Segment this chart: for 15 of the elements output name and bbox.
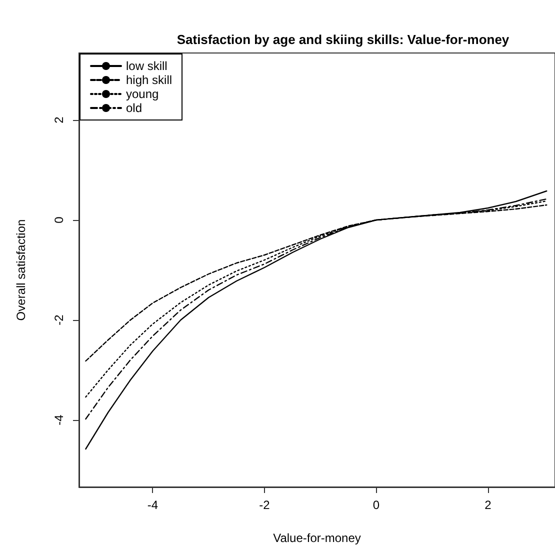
y-axis-title: Overall satisfaction (14, 219, 28, 321)
legend-label: low skill (126, 59, 168, 73)
legend-label: high skill (126, 73, 172, 87)
legend-label: young (126, 87, 159, 101)
x-tick-label: -2 (259, 498, 270, 512)
y-tick-label: 0 (52, 216, 66, 224)
x-tick-label: -4 (147, 498, 158, 512)
y-tick-label: -2 (52, 314, 66, 326)
legend-label: old (126, 101, 142, 115)
x-tick-label: 2 (484, 498, 492, 512)
x-axis-title: Value-for-money (273, 531, 361, 545)
x-tick-label: 0 (372, 498, 380, 512)
y-tick-label: -4 (52, 414, 66, 426)
chart-title: Satisfaction by age and skiing skills: Value-for-money (176, 32, 510, 47)
y-tick-label: 2 (52, 116, 66, 124)
